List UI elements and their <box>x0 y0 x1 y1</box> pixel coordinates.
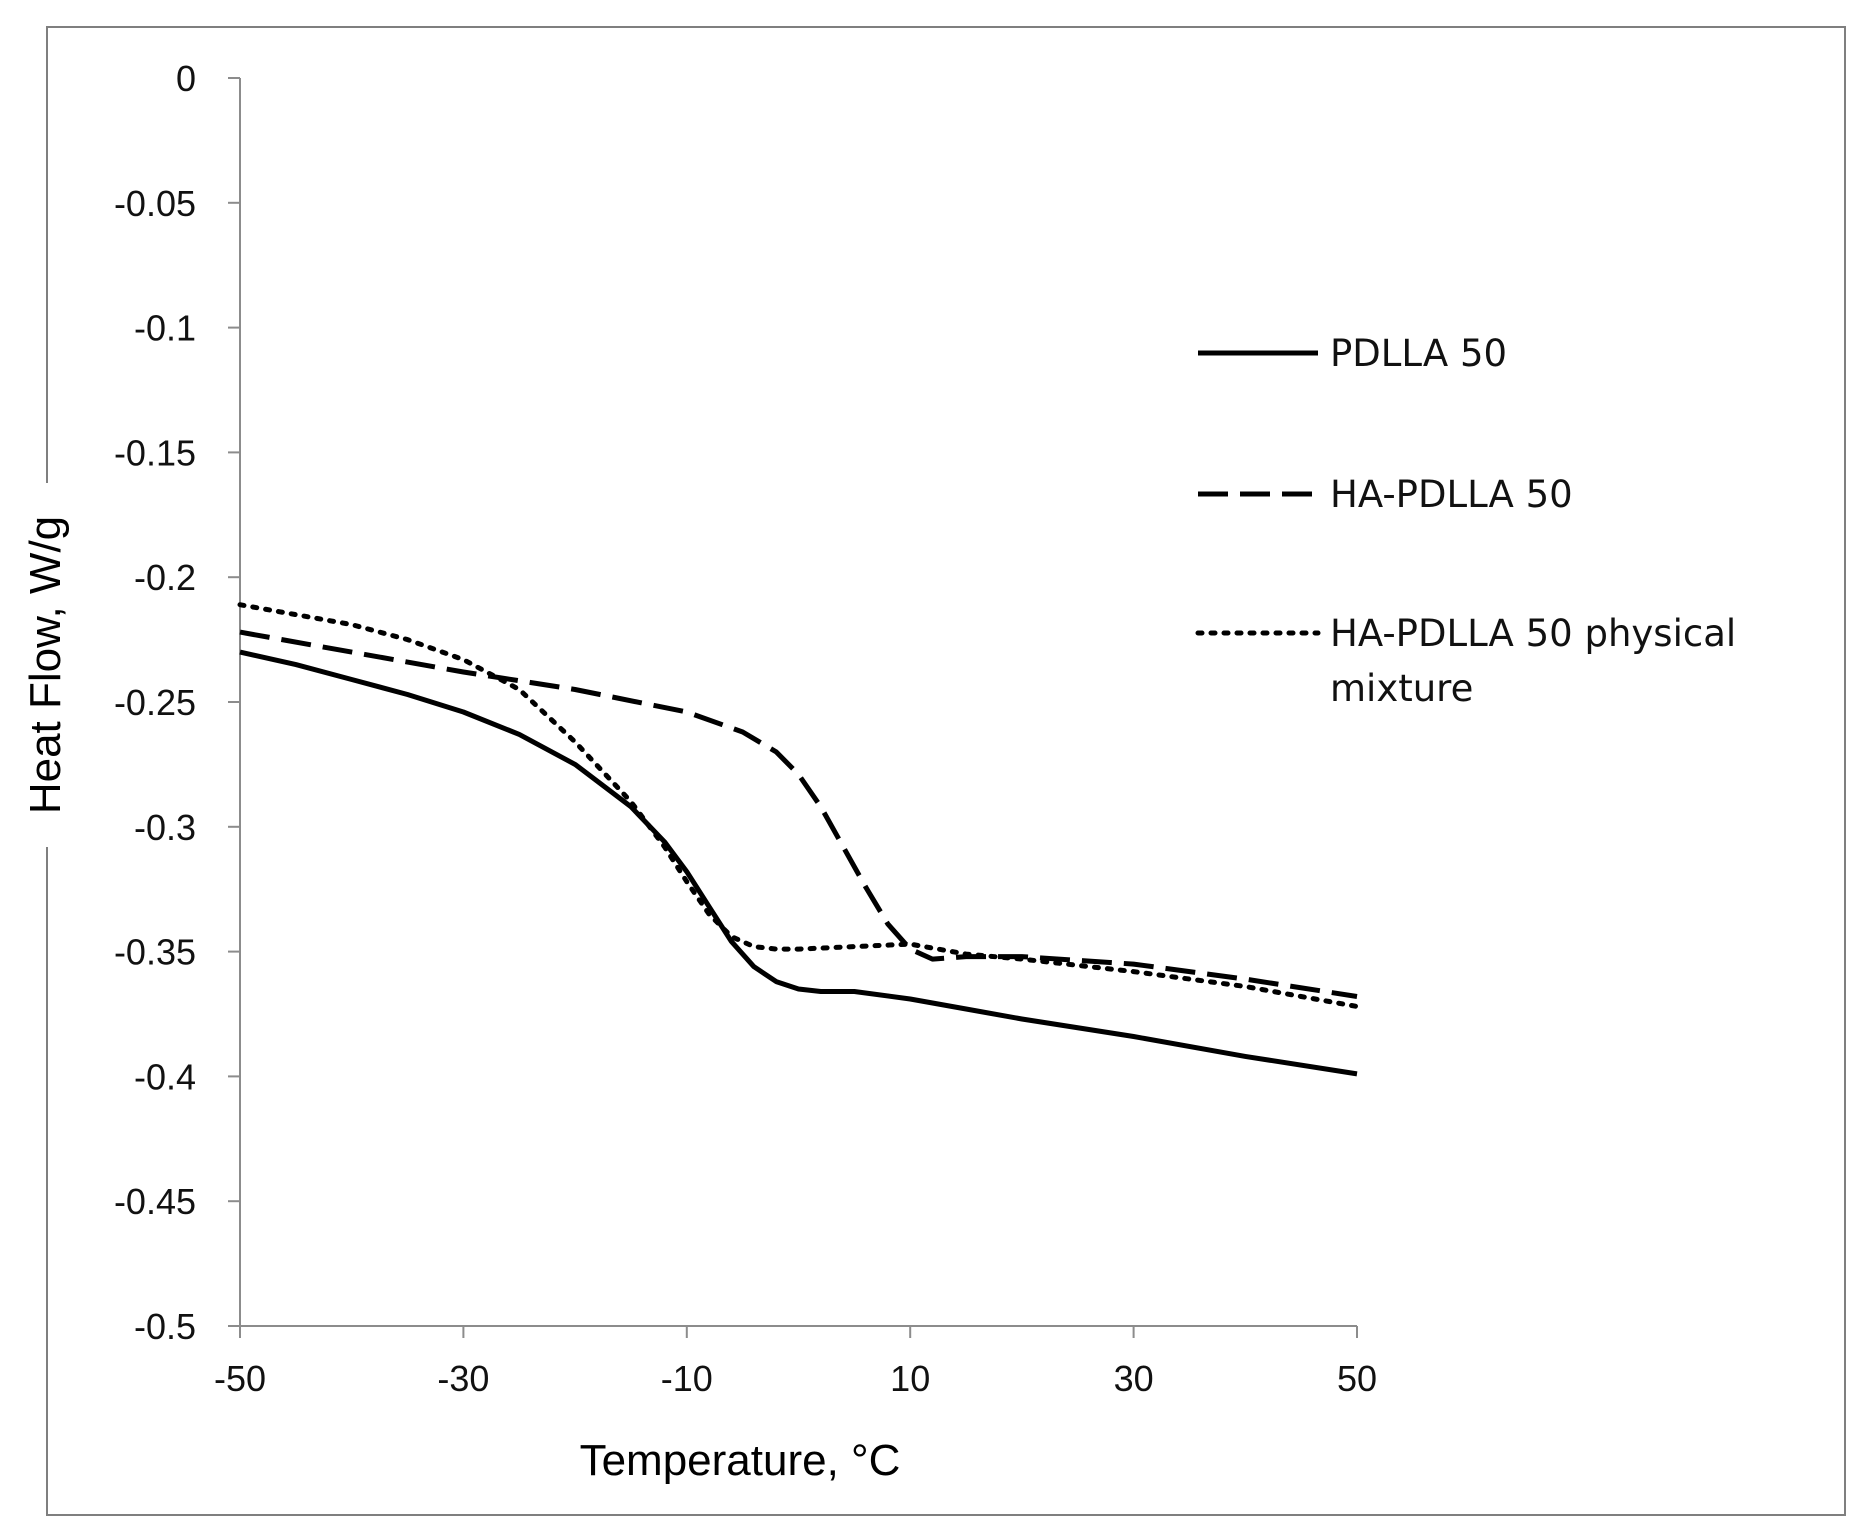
series-line-1 <box>239 649 1358 1077</box>
legend: PDLLA 50 HA-PDLLA 50 HA-PDLLA 50 physical m… <box>1195 332 1736 710</box>
legend-label-2: HA-PDLLA 50 <box>1330 473 1573 516</box>
series-line-3 <box>237 602 1360 1009</box>
y-tick-label: -0.5 <box>134 1306 196 1347</box>
y-tick-label: -0.1 <box>134 308 196 349</box>
y-tick-label: -0.35 <box>114 932 196 973</box>
x-tick-label: -10 <box>661 1358 713 1399</box>
axes <box>228 77 1358 1338</box>
y-axis-title: Heat Flow, W/g <box>21 516 70 814</box>
chart-frame <box>46 26 1846 1516</box>
y-tick-label: -0.05 <box>114 183 196 224</box>
y-tick-label: 0 <box>176 58 196 99</box>
legend-label-1: PDLLA 50 <box>1330 332 1507 375</box>
x-tick-label: -50 <box>214 1358 266 1399</box>
x-tick-label: 50 <box>1337 1358 1377 1399</box>
y-tick-label: -0.2 <box>134 557 196 598</box>
x-tick-label: -30 <box>437 1358 489 1399</box>
x-tick-label: 30 <box>1114 1358 1154 1399</box>
y-tick-label: -0.25 <box>114 682 196 723</box>
y-tick-label: -0.4 <box>134 1056 196 1097</box>
y-tick-label: -0.3 <box>134 807 196 848</box>
x-axis-title: Temperature, °C <box>580 1436 901 1485</box>
y-tick-label: -0.45 <box>114 1181 196 1222</box>
series-line-2 <box>239 629 1358 999</box>
series-layer <box>237 602 1360 1077</box>
tick-labels: 0 -0.05 -0.1 -0.15 -0.2 -0.25 -0.3 -0.35 -0.4 -0.… <box>114 58 1377 1399</box>
legend-label-3: HA-PDLLA 50 physical mixture <box>1330 612 1736 710</box>
x-tick-label: 10 <box>890 1358 930 1399</box>
y-tick-label: -0.15 <box>114 432 196 473</box>
